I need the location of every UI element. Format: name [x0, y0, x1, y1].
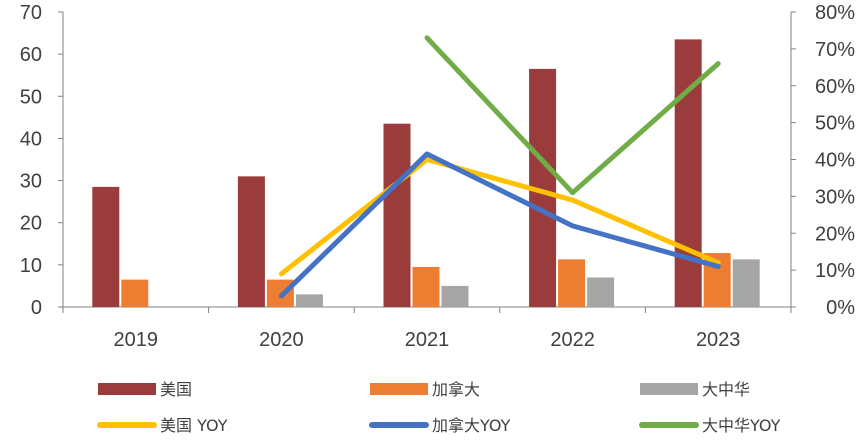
bar-加拿大-2020: [266, 279, 294, 307]
bar-加拿大-2019: [121, 279, 149, 307]
legend-label: 美国: [160, 380, 192, 399]
right-tick-label: 70%: [815, 39, 855, 61]
line-marks: [278, 35, 721, 299]
bar-大中华-2023: [732, 259, 760, 307]
bar-加拿大-2022: [558, 259, 586, 307]
bar-大中华-2022: [587, 277, 615, 307]
bar-美国-2021: [383, 123, 411, 307]
x-tick-label: 2023: [696, 329, 741, 351]
legend-swatch: [370, 383, 428, 395]
line-美国 YOY: [278, 157, 721, 277]
left-tick-label: 20: [20, 213, 42, 235]
legend-label: 大中华: [702, 380, 750, 399]
bar-美国-2020: [237, 176, 265, 307]
left-tick-label: 50: [20, 86, 42, 108]
bar-美国-2019: [92, 186, 120, 307]
legend-swatch: [98, 383, 156, 395]
bar-加拿大-2021: [412, 266, 440, 307]
bar-大中华-2020: [295, 294, 323, 307]
right-tick-label: 50%: [815, 113, 855, 135]
legend-label: 加拿大YOY: [432, 416, 511, 435]
line-大中华YOY: [424, 35, 721, 196]
right-tick-label: 20%: [815, 223, 855, 245]
legend-label: 美国 YOY: [160, 416, 228, 435]
right-tick-label: 10%: [815, 260, 855, 282]
right-tick-label: 60%: [815, 76, 855, 98]
left-tick-label: 60: [20, 44, 42, 66]
bar-marks: [92, 39, 760, 308]
x-tick-label: 2022: [550, 329, 595, 351]
x-tick-label: 2021: [405, 329, 450, 351]
right-tick-label: 0%: [826, 297, 855, 319]
chart-axes: 0 10 20 30 40 50 60 70 0% 10% 20% 30% 40% 50% 60% 70% 80…: [20, 2, 855, 351]
left-tick-label: 0: [31, 297, 42, 319]
left-tick-label: 10: [20, 255, 42, 277]
x-tick-label: 2019: [114, 329, 159, 351]
bar-大中华-2021: [441, 285, 469, 307]
legend-label: 大中华YOY: [702, 416, 781, 435]
right-tick-label: 40%: [815, 150, 855, 172]
x-tick-label: 2020: [259, 329, 304, 351]
legend-label: 加拿大: [432, 380, 480, 399]
left-tick-label: 40: [20, 128, 42, 150]
legend-swatch: [640, 383, 698, 395]
line-加拿大YOY: [278, 151, 721, 299]
left-tick-label: 70: [20, 2, 42, 24]
right-tick-label: 30%: [815, 186, 855, 208]
right-tick-label: 80%: [815, 2, 855, 24]
left-tick-label: 30: [20, 171, 42, 193]
